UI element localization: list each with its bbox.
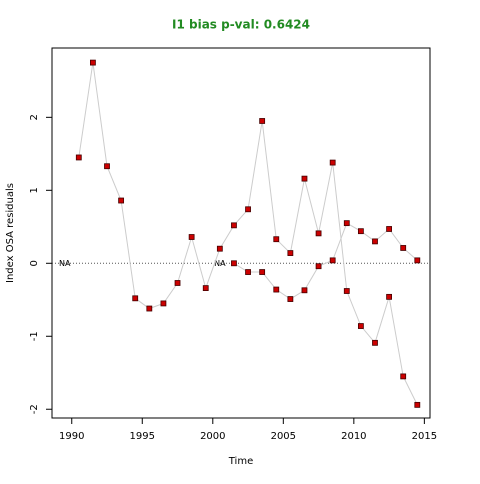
x-tick-label: 2015 (412, 431, 437, 442)
point (400, 245, 407, 251)
point (301, 287, 308, 294)
point (315, 230, 322, 237)
point (357, 228, 364, 235)
point (146, 305, 153, 312)
point (343, 220, 350, 227)
y-axis-label: Index OSA residuals (5, 183, 16, 283)
point (160, 300, 167, 307)
x-tick-label: 2010 (341, 431, 366, 442)
plot-frame (51, 47, 431, 419)
point (231, 260, 237, 267)
point (357, 323, 364, 329)
x-tick-label: 1990 (59, 431, 84, 442)
series-line (233, 222, 418, 300)
point (414, 257, 421, 264)
point (259, 118, 266, 124)
y-tick-label: 0 (29, 260, 40, 266)
point (202, 285, 209, 291)
point (386, 293, 392, 300)
point (245, 269, 251, 275)
annotation: NA (59, 259, 71, 268)
point (132, 295, 139, 302)
point (400, 373, 407, 380)
point (301, 175, 308, 182)
point (343, 288, 350, 294)
series-line (78, 62, 418, 406)
point (287, 296, 294, 302)
point (372, 238, 378, 245)
x-tick-label: 2005 (271, 431, 296, 442)
point (273, 286, 280, 293)
point (259, 269, 266, 275)
point (315, 263, 322, 270)
x-tick-label: 2000 (200, 431, 225, 442)
point (386, 226, 392, 232)
point (372, 339, 378, 346)
point (231, 222, 237, 229)
point (104, 163, 110, 170)
point (90, 59, 96, 66)
point (414, 401, 421, 408)
y-tick-label: -1 (29, 331, 40, 341)
y-tick-label: -2 (29, 404, 40, 414)
point (174, 280, 181, 286)
x-tick-label: 1995 (130, 431, 155, 442)
point (75, 154, 82, 161)
point (287, 250, 294, 256)
y-tick-label: 2 (29, 114, 40, 120)
point (188, 234, 195, 240)
point (329, 257, 336, 264)
point (118, 197, 125, 204)
y-tick-label: 1 (29, 187, 40, 193)
x-axis-label: Time (228, 456, 253, 467)
point (329, 159, 336, 166)
point (273, 236, 280, 243)
annotation: NA (214, 259, 226, 268)
chart-title: I1 bias p-val: 0.6424 (172, 18, 310, 32)
point (216, 245, 223, 252)
point (245, 206, 251, 213)
